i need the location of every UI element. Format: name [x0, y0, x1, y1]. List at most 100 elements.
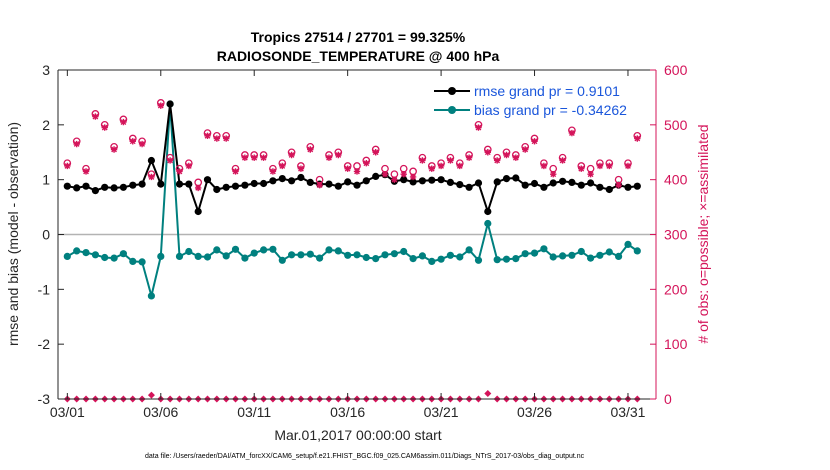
- y-left-tick-label: -2: [38, 336, 51, 352]
- obs-assimilated-point: [363, 160, 370, 167]
- bias-point: [372, 255, 380, 263]
- obs-assimilated-point: [465, 154, 473, 161]
- bias-point: [540, 245, 548, 253]
- obs-assimilated-point: [251, 154, 258, 161]
- bias-point: [213, 246, 221, 254]
- obs-assimilated-point: [316, 181, 323, 189]
- bias-point: [306, 250, 314, 258]
- bias-point: [288, 251, 296, 259]
- bias-point: [194, 252, 202, 260]
- rmse-point: [521, 181, 529, 189]
- y-right-tick-label: 500: [664, 117, 688, 133]
- obs-assimilated-point: [559, 157, 566, 164]
- rmse-point: [530, 179, 539, 188]
- obs-assimilated-point: [260, 154, 267, 161]
- obs-assimilated-point: [176, 168, 183, 175]
- obs-assimilated-point: [232, 168, 239, 175]
- obs-assimilated-point: [101, 124, 108, 131]
- rmse-point: [119, 183, 127, 191]
- data-file-footer: data file: /Users/raeder/DAI/ATM_forcXX/…: [145, 453, 585, 460]
- y-left-tick-label: -1: [38, 281, 51, 297]
- obs-assimilated-point: [288, 151, 295, 159]
- rmse-point: [166, 100, 174, 108]
- obs-assimilated-point: [204, 132, 211, 139]
- rmse-point: [353, 181, 361, 189]
- obs-assimilated-point: [325, 154, 333, 161]
- bias-point: [73, 247, 81, 255]
- obs-assimilated-point: [400, 170, 407, 178]
- obs-assimilated-point: [531, 138, 538, 145]
- obs-assimilated-point: [587, 170, 594, 178]
- x-axis-label: Mar.01,2017 00:00:00 start: [274, 427, 441, 443]
- rmse-point: [587, 179, 595, 187]
- bias-point: [400, 247, 408, 256]
- rmse-point: [559, 177, 567, 185]
- bias-point: [474, 256, 483, 264]
- rmse-point: [418, 177, 426, 185]
- obs-assimilated-point: [419, 157, 426, 164]
- rmse-point: [605, 185, 613, 194]
- bias-point: [418, 252, 426, 260]
- obs-assimilated-point: [456, 162, 463, 170]
- bias-point: [465, 246, 473, 254]
- rmse-point: [138, 180, 146, 188]
- obs-assimilated-point: [64, 162, 71, 170]
- obs-assimilated-point: [391, 176, 398, 183]
- rmse-point: [409, 178, 417, 186]
- bias-point: [409, 255, 417, 263]
- x-tick-label: 03/01: [50, 404, 85, 420]
- bias-point: [175, 252, 184, 260]
- legend-bias-label: bias grand pr = -0.34262: [474, 102, 627, 118]
- obs-assimilated-point: [82, 168, 90, 175]
- legend-box: [428, 80, 648, 120]
- rmse-point: [549, 179, 557, 187]
- rmse-point: [633, 182, 641, 190]
- bias-point: [129, 257, 137, 265]
- bias-point: [203, 253, 212, 261]
- rmse-point: [288, 177, 296, 185]
- rmse-point: [157, 180, 165, 188]
- y-left-tick-label: 0: [42, 227, 50, 243]
- rmse-point: [306, 178, 314, 186]
- bias-point: [185, 247, 193, 256]
- rmse-series: [63, 100, 641, 216]
- obs-assimilated-point: [512, 154, 520, 161]
- obs-bottom-point: [484, 390, 492, 398]
- legend-rmse-marker: [448, 87, 456, 95]
- y-axis-left-label: rmse and bias (model - observation): [5, 122, 21, 346]
- obs-assimilated-point: [166, 157, 174, 164]
- obs-assimilated-point: [279, 162, 286, 170]
- obs-assimilated-point: [213, 135, 221, 142]
- rmse-point: [334, 182, 342, 190]
- obs-assimilated-point: [194, 184, 202, 192]
- rmse-point: [456, 181, 464, 189]
- bias-point: [502, 255, 511, 263]
- rmse-point: [512, 174, 520, 182]
- bias-point: [222, 252, 230, 260]
- rmse-point: [484, 207, 492, 216]
- rmse-point: [73, 184, 81, 192]
- rmse-point: [269, 177, 277, 185]
- rmse-point: [297, 173, 305, 182]
- obs-assimilated-point: [634, 135, 641, 142]
- bias-point: [344, 251, 352, 259]
- rmse-point: [147, 156, 155, 165]
- obs-assimilated-point: [615, 181, 622, 189]
- bias-point: [278, 256, 286, 264]
- obs-assimilated-point: [92, 113, 99, 120]
- y-left-tick-label: -3: [38, 391, 51, 407]
- obs-assimilated-point: [120, 118, 127, 126]
- obs-assimilated-point: [503, 151, 510, 159]
- obs-assimilated-point: [138, 140, 146, 148]
- bias-point: [362, 253, 370, 262]
- bias-point: [456, 253, 464, 261]
- bias-point: [119, 250, 127, 258]
- obs-assimilated-point: [148, 173, 155, 181]
- bias-point: [110, 254, 118, 262]
- bias-point: [624, 240, 632, 248]
- obs-assimilated-point: [129, 138, 136, 145]
- bias-point: [530, 249, 539, 257]
- obs-assimilated-point: [185, 162, 193, 170]
- rmse-point: [325, 180, 333, 188]
- rmse-point: [372, 172, 380, 180]
